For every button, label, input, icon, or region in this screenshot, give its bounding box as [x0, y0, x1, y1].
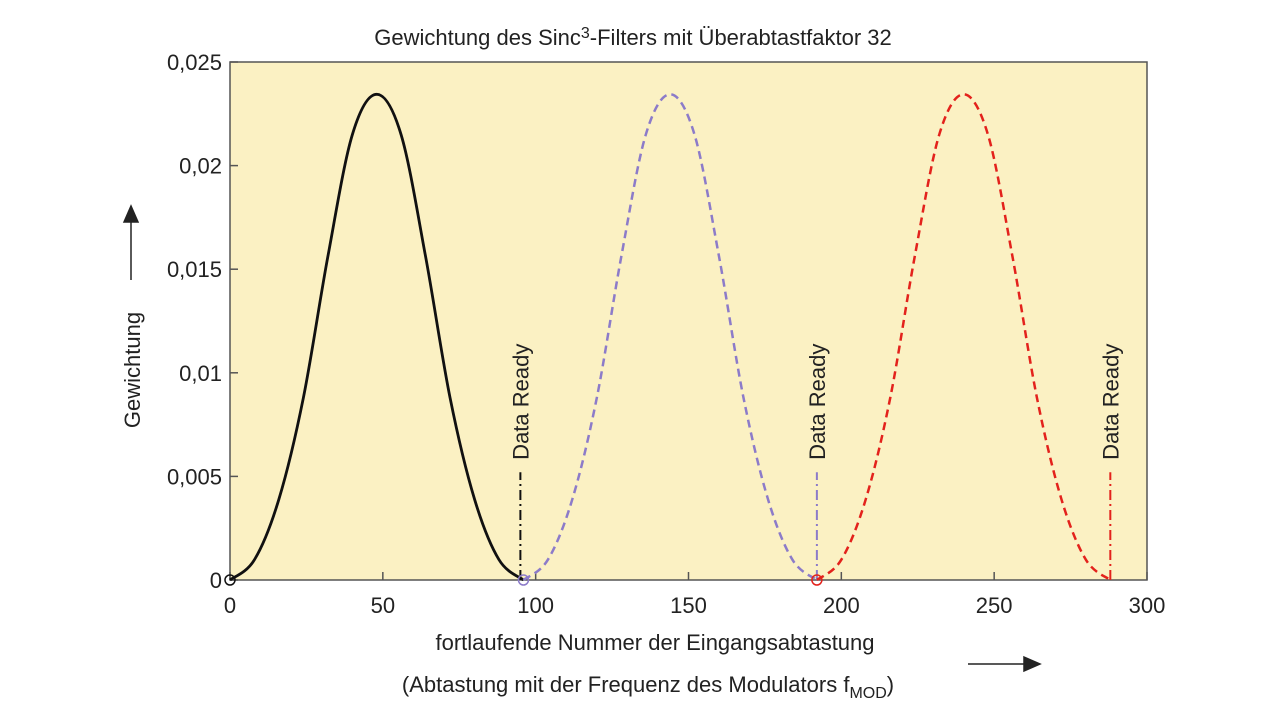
start-marker: [224, 574, 236, 586]
y-tick-label: 0: [210, 568, 222, 593]
title-superscript: 3: [581, 25, 590, 42]
series-line: [816, 93, 1112, 582]
annotation: Data Ready: [508, 344, 533, 460]
title-part: -Filters mit Überabtastfaktor 32: [590, 25, 892, 50]
x-tick-label: 300: [1129, 593, 1166, 618]
start-marker: [517, 574, 530, 586]
x-axis-label: fortlaufende Nummer der Eingangsabtastun…: [435, 630, 874, 655]
x-tick-label: 0: [224, 593, 236, 618]
y-tick-label: 0,02: [179, 154, 222, 179]
annotation: Data Ready: [805, 344, 830, 460]
plot-area: [229, 61, 1148, 581]
x-tick-label: 200: [823, 593, 860, 618]
xlabel-subscript: MOD: [849, 685, 886, 702]
y-tick-label: 0,01: [179, 361, 222, 386]
x-tick-label: 50: [371, 593, 395, 618]
xlabel-part: (Abtastung mit der Frequenz des Modulato…: [402, 672, 850, 697]
title-part: Gewichtung des Sinc: [374, 25, 581, 50]
y-axis-label: Gewichtung: [120, 312, 145, 428]
y-tick-label: 0,025: [167, 50, 222, 75]
xlabel-part: ): [887, 672, 894, 697]
x-tick-label: 100: [517, 593, 554, 618]
y-tick-label: 0,015: [167, 257, 222, 282]
start-marker: [811, 574, 823, 586]
x-arrow: [968, 655, 1042, 673]
x-tick-label: 250: [976, 593, 1013, 618]
x-axis-label-2: (Abtastung mit der Frequenz des Modulato…: [402, 672, 894, 702]
x-tick-label: 150: [670, 593, 707, 618]
y-arrow: [122, 204, 140, 280]
annotation: Data Ready: [1098, 344, 1123, 460]
chart-title: Gewichtung des Sinc3-Filters mit Überabt…: [374, 25, 892, 50]
series-line: [522, 93, 818, 582]
y-tick-label: 0,005: [167, 464, 222, 489]
series-line: [229, 92, 525, 582]
